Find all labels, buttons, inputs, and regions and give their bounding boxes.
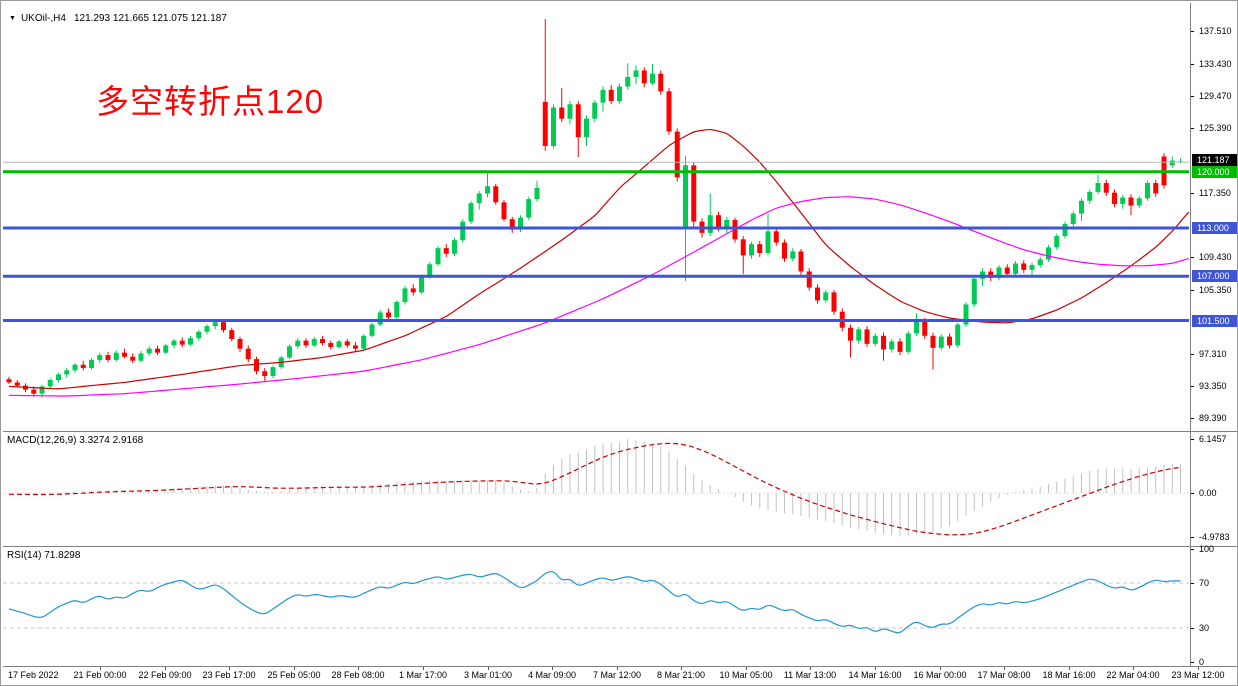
time-axis-label: 8 Mar 21:00 [656,670,706,680]
annotation-text: 多空转折点120 [96,83,325,120]
axis-tick [1191,128,1194,130]
time-axis-label: 28 Feb 08:00 [331,670,385,680]
axis-tick [1191,95,1194,97]
symbol-period-label: UKOil-,H4 [20,13,66,24]
time-axis-tick [294,667,295,670]
price-axis-box-101.500: 101.500 [1192,314,1237,327]
macd-axis-label: -4.9783 [1199,531,1230,542]
ohlc-values: 121.293 121.665 121.075 121.187 [73,13,227,24]
axis-tick [1191,193,1194,195]
time-axis-tick [1069,667,1070,670]
time-axis-label: 10 Mar 05:00 [719,670,773,680]
panel-separator [3,431,1237,432]
symbol-dropdown-icon[interactable]: ▼ [9,15,16,22]
main-chart-canvas[interactable] [3,3,1189,431]
axis-tick [1191,628,1194,629]
time-axis-tick [100,667,101,670]
time-axis-tick [423,667,424,670]
price-axis-label: 97.310 [1199,349,1227,360]
rsi-axis-label: 30 [1199,623,1210,633]
rsi-label: RSI(14) [7,550,42,561]
macd-indicator-label: MACD(12,26,9) 3.3274 2.9168 [7,435,143,446]
axis-tick [1191,438,1194,440]
time-axis-tick [1198,667,1199,670]
axis-tick [1191,63,1194,65]
time-axis-tick [165,667,166,670]
axis-tick [1191,417,1194,419]
price-axis-label: 109.430 [1199,251,1232,262]
time-axis-label: 21 Feb 00:00 [73,670,127,680]
time-axis-label: 17 Feb 2022 [8,670,59,680]
time-axis-label: 23 Mar 12:00 [1171,670,1225,680]
macd-panel-canvas[interactable] [3,432,1189,546]
time-axis-label: 17 Mar 08:00 [977,670,1031,680]
macd-label: MACD(12,26,9) [7,435,77,446]
time-axis-tick [681,667,682,670]
axis-tick [1191,549,1194,551]
time-axis-label: 14 Mar 16:00 [848,670,902,680]
axis-tick [1191,31,1194,32]
time-axis-label: 1 Mar 17:00 [398,670,448,680]
time-axis[interactable]: 17 Feb 2022 21 Feb 00:00 22 Feb 09:00 23 Fe… [3,667,1237,685]
time-axis-tick [810,667,811,670]
axis-tick [1191,661,1194,663]
time-axis-tick [488,667,489,670]
time-axis-label: 22 Mar 04:00 [1106,670,1160,680]
time-axis-tick [552,667,553,670]
time-axis-tick [746,667,747,670]
time-axis-label: 23 Feb 17:00 [202,670,256,680]
time-axis-tick [1133,667,1134,670]
rsi-value: 71.8298 [44,550,81,561]
macd-axis-label: 0.00 [1199,488,1217,498]
axis-tick [1191,289,1194,291]
price-axis-box-107.000: 107.000 [1192,270,1237,283]
axis-tick [1191,256,1194,258]
price-axis-box-113.000: 113.000 [1192,222,1237,235]
time-axis-tick [617,667,618,670]
axis-tick [1191,536,1194,538]
time-axis-tick [940,667,941,670]
price-axis-label: 105.350 [1199,284,1232,295]
price-axis-label: 125.390 [1199,123,1232,134]
axis-tick [1191,493,1194,494]
rsi-axis-label: 0 [1199,656,1205,667]
time-axis-label: 25 Feb 05:00 [267,670,321,680]
price-axis-label: 129.470 [1199,90,1232,101]
chart-title: ▼ UKOil-,H4 121.293 121.665 121.075 121.18… [9,13,227,24]
time-axis-tick [229,667,230,670]
axis-tick [1191,354,1194,356]
price-axis-box-121.187: 121.187 [1192,153,1237,166]
rsi-axis-label: 70 [1199,578,1210,588]
time-axis-label: 22 Feb 09:00 [138,670,192,680]
time-axis-label: 16 Mar 00:00 [913,670,967,680]
rsi-panel-canvas[interactable] [3,547,1189,666]
time-axis-label: 4 Mar 09:00 [527,670,577,680]
time-axis-label: 7 Mar 12:00 [592,670,642,680]
rsi-axis-label: 100 [1199,544,1215,555]
rsi-indicator-label: RSI(14) 71.8298 [7,550,80,561]
price-axis-label: 89.390 [1199,412,1227,423]
panel-separator [3,546,1237,547]
macd-axis-label: 6.1457 [1199,433,1227,444]
macd-values: 3.3274 2.9168 [79,435,144,446]
time-axis-label: 18 Mar 16:00 [1042,670,1096,680]
price-axis-box-120.000: 120.000 [1192,165,1237,178]
axis-tick [1191,583,1194,584]
panel-separator [3,666,1237,667]
axis-tick [1191,386,1194,388]
time-axis-tick [358,667,359,670]
price-axis-label: 93.350 [1199,381,1227,392]
time-axis-label: 3 Mar 01:00 [463,670,513,680]
time-axis-tick [1004,667,1005,670]
price-axis-label: 137.510 [1199,26,1232,36]
price-scale[interactable]: 137.510 133.430 129.470 125.390 117.350 109.4… [1190,3,1237,667]
price-axis-label: 117.350 [1199,188,1231,199]
time-axis-label: 11 Mar 13:00 [783,670,837,680]
time-axis-tick [875,667,876,670]
price-axis-label: 133.430 [1199,58,1232,69]
